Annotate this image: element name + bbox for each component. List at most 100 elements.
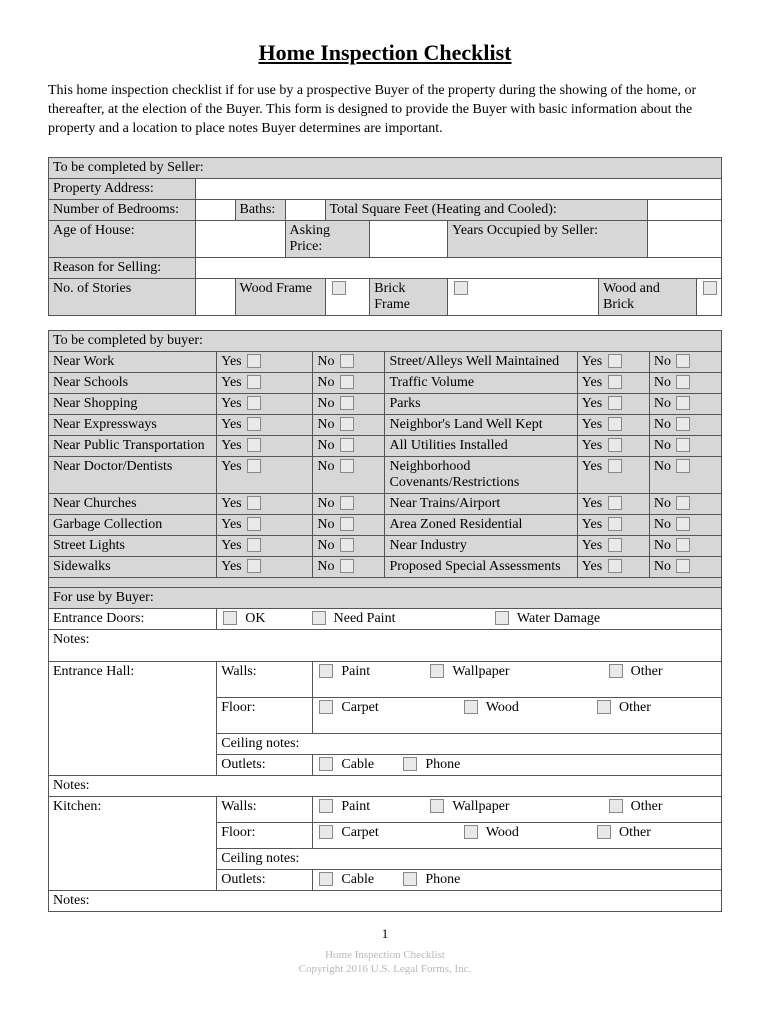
seller-table: To be completed by Seller: Property Addr… xyxy=(48,157,722,316)
buyer-right-yes-3[interactable]: Yes xyxy=(577,414,649,435)
hall-notes[interactable]: Notes: xyxy=(49,775,722,796)
hall-walls-paint-check[interactable] xyxy=(313,662,337,682)
buyer-right-yes-4[interactable]: Yes xyxy=(577,435,649,456)
buyer-right-yes-8[interactable]: Yes xyxy=(577,535,649,556)
kitchen-walls-paint-label: Paint xyxy=(337,797,424,817)
buyer-right-yes-9[interactable]: Yes xyxy=(577,556,649,577)
hall-outlets-phone-check[interactable] xyxy=(397,755,421,775)
buyer-left-yes-7[interactable]: Yes xyxy=(217,514,313,535)
buyer-left-no-5[interactable]: No xyxy=(313,456,385,493)
buyer-right-5: Neighborhood Covenants/Restrictions xyxy=(385,456,577,493)
intro-text: This home inspection checklist if for us… xyxy=(48,82,722,139)
reason-field[interactable] xyxy=(195,257,721,278)
buyer-left-yes-1[interactable]: Yes xyxy=(217,372,313,393)
buyer-left-yes-3[interactable]: Yes xyxy=(217,414,313,435)
buyer-left-8: Street Lights xyxy=(49,535,217,556)
doors-notes[interactable]: Notes: xyxy=(49,629,722,661)
hall-floor-other-check[interactable] xyxy=(591,698,615,718)
kitchen-outlets-phone-check[interactable] xyxy=(397,870,421,890)
age-field[interactable] xyxy=(195,220,285,257)
buyer-right-no-3[interactable]: No xyxy=(649,414,721,435)
asking-field[interactable] xyxy=(370,220,448,257)
wood-frame-check[interactable] xyxy=(325,278,370,315)
kitchen-floor-wood-label: Wood xyxy=(482,823,591,843)
buyer-right-4: All Utilities Installed xyxy=(385,435,577,456)
kitchen-floor-carpet-label: Carpet xyxy=(337,823,457,843)
buyer-right-no-5[interactable]: No xyxy=(649,456,721,493)
buyer-right-no-9[interactable]: No xyxy=(649,556,721,577)
hall-walls-other-label: Other xyxy=(627,662,721,682)
notes-label: Notes: xyxy=(53,632,90,647)
kitchen-walls-paint-check[interactable] xyxy=(313,797,337,817)
buyer-left-no-3[interactable]: No xyxy=(313,414,385,435)
kitchen-walls-other-check[interactable] xyxy=(603,797,627,817)
doors-water-check[interactable] xyxy=(489,609,513,629)
kitchen-floor-other-label: Other xyxy=(615,823,721,843)
buyer-right-yes-1[interactable]: Yes xyxy=(577,372,649,393)
buyer-right-yes-0[interactable]: Yes xyxy=(577,351,649,372)
kitchen-outlets-field-check[interactable] xyxy=(313,870,337,890)
buyer-left-yes-0[interactable]: Yes xyxy=(217,351,313,372)
stories-field[interactable] xyxy=(195,278,235,315)
buyer-right-no-7[interactable]: No xyxy=(649,514,721,535)
hall-walls-wallpaper-check[interactable] xyxy=(424,662,448,682)
buyer-right-no-6[interactable]: No xyxy=(649,493,721,514)
stories-label: No. of Stories xyxy=(49,278,196,315)
buyer-right-no-8[interactable]: No xyxy=(649,535,721,556)
buyer-left-no-8[interactable]: No xyxy=(313,535,385,556)
kitchen-floor-other-check[interactable] xyxy=(591,823,615,843)
buyer-left-no-0[interactable]: No xyxy=(313,351,385,372)
buyer-left-no-6[interactable]: No xyxy=(313,493,385,514)
doors-paint-check[interactable] xyxy=(306,609,330,629)
doors-ok-check[interactable] xyxy=(217,609,241,629)
buyer-spacer xyxy=(49,577,722,587)
baths-field[interactable] xyxy=(285,199,325,220)
entrance-hall-label: Entrance Hall: xyxy=(49,661,217,775)
page-title: Home Inspection Checklist xyxy=(48,40,722,66)
property-address-label: Property Address: xyxy=(49,178,196,199)
buyer-right-1: Traffic Volume xyxy=(385,372,577,393)
sqft-field[interactable] xyxy=(648,199,722,220)
buyer-left-yes-4[interactable]: Yes xyxy=(217,435,313,456)
buyer-left-no-9[interactable]: No xyxy=(313,556,385,577)
buyer-left-yes-2[interactable]: Yes xyxy=(217,393,313,414)
hall-walls-other-check[interactable] xyxy=(603,662,627,682)
buyer-left-yes-9[interactable]: Yes xyxy=(217,556,313,577)
buyer-right-yes-5[interactable]: Yes xyxy=(577,456,649,493)
kitchen-floor-carpet-check[interactable] xyxy=(313,823,337,843)
buyer-right-no-4[interactable]: No xyxy=(649,435,721,456)
kitchen-floor-wood-check[interactable] xyxy=(458,823,482,843)
kitchen-ceiling-notes[interactable]: Ceiling notes: xyxy=(217,848,722,869)
buyer-left-yes-6[interactable]: Yes xyxy=(217,493,313,514)
doors-water-label: Water Damage xyxy=(513,609,721,629)
buyer-left-1: Near Schools xyxy=(49,372,217,393)
kitchen-walls-wallpaper-check[interactable] xyxy=(424,797,448,817)
occupied-field[interactable] xyxy=(648,220,722,257)
wood-brick-check[interactable] xyxy=(696,278,721,315)
buyer-left-no-2[interactable]: No xyxy=(313,393,385,414)
buyer-left-no-7[interactable]: No xyxy=(313,514,385,535)
buyer-right-yes-6[interactable]: Yes xyxy=(577,493,649,514)
hall-outlets-field-check[interactable] xyxy=(313,755,337,775)
property-address-field[interactable] xyxy=(195,178,721,199)
brick-frame-check[interactable] xyxy=(448,278,599,315)
buyer-right-no-2[interactable]: No xyxy=(649,393,721,414)
seller-heading: To be completed by Seller: xyxy=(49,157,722,178)
buyer-left-3: Near Expressways xyxy=(49,414,217,435)
asking-label: Asking Price: xyxy=(285,220,370,257)
buyer-left-no-1[interactable]: No xyxy=(313,372,385,393)
buyer-right-yes-7[interactable]: Yes xyxy=(577,514,649,535)
bedrooms-field[interactable] xyxy=(195,199,235,220)
buyer-right-yes-2[interactable]: Yes xyxy=(577,393,649,414)
buyer-left-yes-8[interactable]: Yes xyxy=(217,535,313,556)
buyer-right-8: Near Industry xyxy=(385,535,577,556)
buyer-left-yes-5[interactable]: Yes xyxy=(217,456,313,493)
hall-floor-wood-check[interactable] xyxy=(458,698,482,718)
kitchen-walls-label: Walls: xyxy=(217,796,313,822)
buyer-right-no-1[interactable]: No xyxy=(649,372,721,393)
hall-floor-carpet-check[interactable] xyxy=(313,698,337,718)
buyer-left-no-4[interactable]: No xyxy=(313,435,385,456)
hall-ceiling-notes[interactable]: Ceiling notes: xyxy=(217,733,722,754)
kitchen-notes[interactable]: Notes: xyxy=(49,890,722,911)
buyer-right-no-0[interactable]: No xyxy=(649,351,721,372)
